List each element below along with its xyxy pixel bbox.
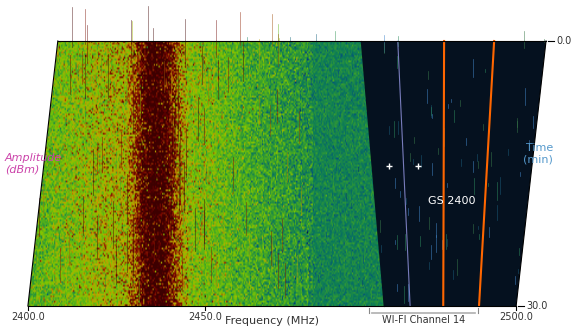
Text: WI-FI Channel 14: WI-FI Channel 14 (382, 315, 465, 325)
Text: 2450.0: 2450.0 (189, 312, 222, 322)
Text: 2400.0: 2400.0 (11, 312, 45, 322)
Text: 30.0: 30.0 (526, 301, 547, 311)
Polygon shape (361, 41, 546, 306)
Text: Frequency (MHz): Frequency (MHz) (225, 316, 319, 326)
Text: 2500.0: 2500.0 (499, 312, 533, 322)
Text: GS 2400: GS 2400 (428, 196, 476, 206)
Text: 0.0: 0.0 (556, 36, 571, 46)
Text: Amplitude
(dBm): Amplitude (dBm) (5, 153, 62, 175)
Text: Time
(min): Time (min) (523, 143, 553, 165)
Polygon shape (28, 41, 384, 306)
